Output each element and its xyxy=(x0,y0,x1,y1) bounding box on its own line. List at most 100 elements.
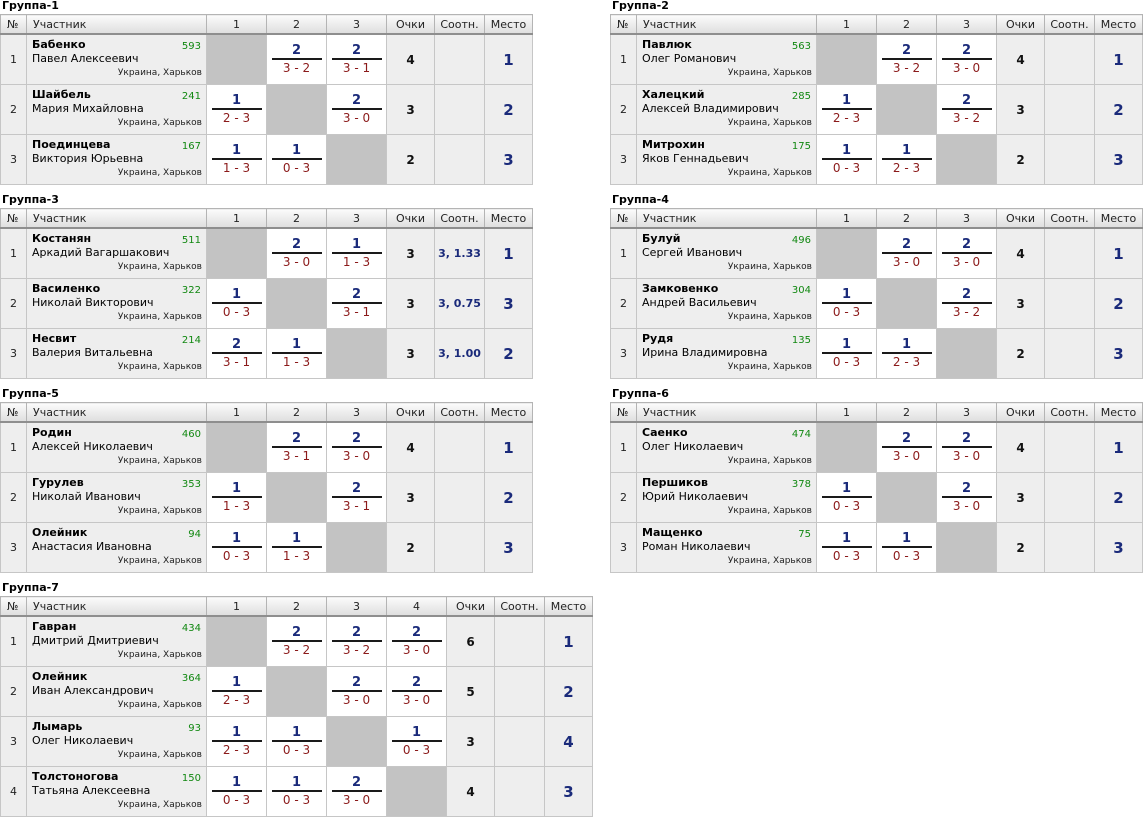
player-last-name[interactable]: Саенко xyxy=(642,426,688,439)
column-header-opponent[interactable]: 1 xyxy=(206,596,267,617)
player-last-name[interactable]: Лымарь xyxy=(32,720,83,733)
player-last-name[interactable]: Олейник xyxy=(32,526,88,539)
column-header-opponent[interactable]: 2 xyxy=(266,14,327,35)
column-header-opponent[interactable]: 1 xyxy=(816,402,877,423)
column-header-opponent[interactable]: 1 xyxy=(206,14,267,35)
column-header-number[interactable]: № xyxy=(0,596,27,617)
player-last-name[interactable]: Несвит xyxy=(32,332,77,345)
column-header-ratio[interactable]: Соотн. xyxy=(434,402,485,423)
player-last-name[interactable]: Гавран xyxy=(32,620,77,633)
player-last-name[interactable]: Родин xyxy=(32,426,72,439)
column-header-place[interactable]: Место xyxy=(1094,14,1143,35)
column-header-place[interactable]: Место xyxy=(484,14,533,35)
column-header-opponent[interactable]: 2 xyxy=(266,208,327,229)
player-last-name[interactable]: Поединцева xyxy=(32,138,111,151)
column-header-ratio[interactable]: Соотн. xyxy=(494,596,545,617)
column-header-opponent[interactable]: 2 xyxy=(876,208,937,229)
column-header-points[interactable]: Очки xyxy=(996,402,1045,423)
player-last-name[interactable]: Замковенко xyxy=(642,282,719,295)
column-header-number[interactable]: № xyxy=(610,208,637,229)
player-last-name[interactable]: Митрохин xyxy=(642,138,705,151)
column-header-number[interactable]: № xyxy=(0,14,27,35)
column-header-place[interactable]: Место xyxy=(544,596,593,617)
column-header-opponent[interactable]: 3 xyxy=(326,402,387,423)
column-header-opponent[interactable]: 2 xyxy=(876,402,937,423)
player-last-name[interactable]: Рудя xyxy=(642,332,674,345)
column-header-player[interactable]: Участник xyxy=(26,14,207,35)
column-header-place[interactable]: Место xyxy=(1094,402,1143,423)
column-header-ratio[interactable]: Соотн. xyxy=(1044,14,1095,35)
column-header-player[interactable]: Участник xyxy=(26,596,207,617)
column-header-opponent[interactable]: 3 xyxy=(936,402,997,423)
column-header-place[interactable]: Место xyxy=(484,402,533,423)
column-header-player[interactable]: Участник xyxy=(636,402,817,423)
column-header-number[interactable]: № xyxy=(0,402,27,423)
column-header-player[interactable]: Участник xyxy=(636,208,817,229)
player-last-name[interactable]: Олейник xyxy=(32,670,88,683)
column-header-player[interactable]: Участник xyxy=(26,402,207,423)
player-last-name[interactable]: Першиков xyxy=(642,476,708,489)
column-header-opponent[interactable]: 3 xyxy=(326,596,387,617)
player-last-name[interactable]: Василенко xyxy=(32,282,101,295)
column-header-ratio[interactable]: Соотн. xyxy=(1044,402,1095,423)
column-header-opponent[interactable]: 4 xyxy=(386,596,447,617)
player-last-name[interactable]: Мащенко xyxy=(642,526,703,539)
column-header-opponent[interactable]: 1 xyxy=(206,208,267,229)
player-last-name[interactable]: Костанян xyxy=(32,232,92,245)
column-header-opponent[interactable]: 3 xyxy=(936,208,997,229)
player-last-name[interactable]: Павлюк xyxy=(642,38,692,51)
column-header-opponent[interactable]: 1 xyxy=(206,402,267,423)
column-header-points[interactable]: Очки xyxy=(996,208,1045,229)
column-header-points[interactable]: Очки xyxy=(386,208,435,229)
column-header-ratio[interactable]: Соотн. xyxy=(434,208,485,229)
column-header-number[interactable]: № xyxy=(0,208,27,229)
column-header-place[interactable]: Место xyxy=(484,208,533,229)
column-header-points[interactable]: Очки xyxy=(386,402,435,423)
player-last-name[interactable]: Толстоногова xyxy=(32,770,119,783)
column-header-opponent[interactable]: 2 xyxy=(876,14,937,35)
column-header-opponent[interactable]: 3 xyxy=(326,208,387,229)
column-header-number[interactable]: № xyxy=(610,14,637,35)
column-header-points[interactable]: Очки xyxy=(386,14,435,35)
column-header-number[interactable]: № xyxy=(610,402,637,423)
